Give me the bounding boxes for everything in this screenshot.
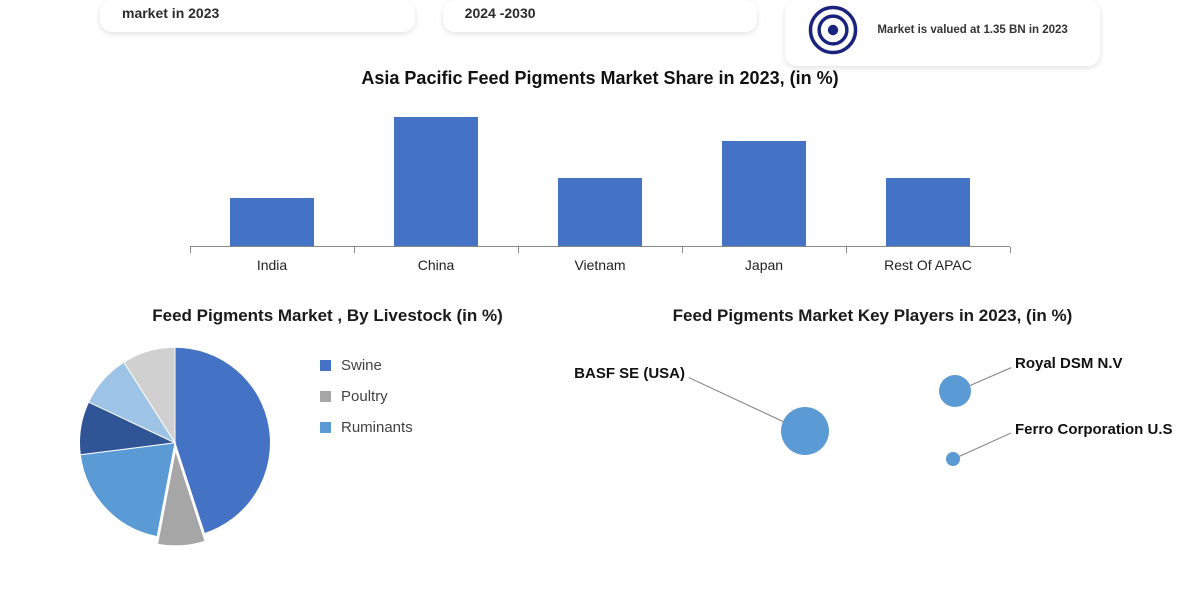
legend-label: Ruminants	[341, 419, 413, 436]
bubble	[946, 452, 960, 466]
pie-section: Feed Pigments Market , By Livestock (in …	[70, 305, 585, 451]
pie-slice	[80, 443, 175, 537]
bar-item	[722, 141, 806, 247]
legend-swatch	[320, 422, 331, 433]
bar-rect	[722, 141, 806, 247]
bar-rect	[230, 198, 314, 247]
legend-item: Poultry	[320, 388, 413, 405]
bar-x-label: Vietnam	[540, 257, 660, 273]
info-card-right-text: Market is valued at 1.35 BN in 2023	[877, 23, 1068, 37]
bar-item	[230, 198, 314, 247]
bubble-section: Feed Pigments Market Key Players in 2023…	[615, 305, 1130, 481]
pie-body: Swine Poultry Ruminants	[70, 341, 585, 451]
bar-x-label: China	[376, 257, 496, 273]
bubble-chart: BASF SE (USA)Royal DSM N.VFerro Corporat…	[615, 331, 1135, 481]
info-card-right-prefix: Market	[877, 24, 914, 36]
pie-chart	[70, 341, 280, 451]
bar-item	[558, 178, 642, 247]
bar-rect	[558, 178, 642, 247]
legend-item: Swine	[320, 357, 413, 374]
bubble-title: Feed Pigments Market Key Players in 2023…	[615, 305, 1130, 327]
bar-x-label: Rest Of APAC	[868, 257, 988, 273]
info-cards-row: market in 2023 2024 -2030 Market is valu…	[0, 0, 1200, 42]
legend-item: Ruminants	[320, 419, 413, 436]
bar-x-label: Japan	[704, 257, 824, 273]
info-card-right: Market is valued at 1.35 BN in 2023	[785, 0, 1100, 66]
bar-tick	[682, 247, 683, 253]
bubble	[781, 407, 829, 455]
legend-swatch	[320, 360, 331, 371]
bar-tick	[846, 247, 847, 253]
bar-x-labels: India China Vietnam Japan Rest Of APAC	[190, 257, 1010, 273]
info-card-mid-text: 2024 -2030	[465, 5, 536, 21]
target-icon	[807, 4, 859, 56]
bar-rect	[886, 178, 970, 247]
bar-chart: India China Vietnam Japan Rest Of APAC	[190, 103, 1010, 273]
legend-label: Swine	[341, 357, 382, 374]
bubble-leader	[688, 377, 783, 422]
bubble-label: Royal DSM N.V	[1015, 355, 1123, 372]
bubble	[939, 375, 971, 407]
legend-swatch	[320, 391, 331, 402]
bar-tick	[354, 247, 355, 253]
bubble-label: Ferro Corporation U.S	[1015, 421, 1173, 438]
bar-chart-title: Asia Pacific Feed Pigments Market Share …	[0, 68, 1200, 89]
bar-x-label: India	[212, 257, 332, 273]
bar-item	[394, 117, 478, 247]
info-card-left: market in 2023	[100, 0, 415, 32]
bar-item	[886, 178, 970, 247]
info-card-mid: 2024 -2030	[443, 0, 758, 32]
pie-title: Feed Pigments Market , By Livestock (in …	[70, 305, 585, 327]
info-card-right-rest: is valued at 1.35 BN in 2023	[914, 24, 1067, 36]
bar-rect	[394, 117, 478, 247]
bar-tick	[518, 247, 519, 253]
bar-group	[190, 117, 1010, 247]
info-card-left-text: market in 2023	[122, 5, 219, 21]
bar-tick	[190, 247, 191, 253]
bar-chart-section: Asia Pacific Feed Pigments Market Share …	[0, 68, 1200, 273]
bar-x-axis	[190, 246, 1010, 247]
bubble-leader	[969, 367, 1011, 386]
bubble-label: BASF SE (USA)	[574, 365, 685, 382]
bubble-leader	[959, 433, 1011, 457]
legend-label: Poultry	[341, 388, 388, 405]
bottom-row: Feed Pigments Market , By Livestock (in …	[0, 273, 1200, 481]
pie-legend: Swine Poultry Ruminants	[320, 357, 413, 436]
bar-tick	[1010, 247, 1011, 253]
